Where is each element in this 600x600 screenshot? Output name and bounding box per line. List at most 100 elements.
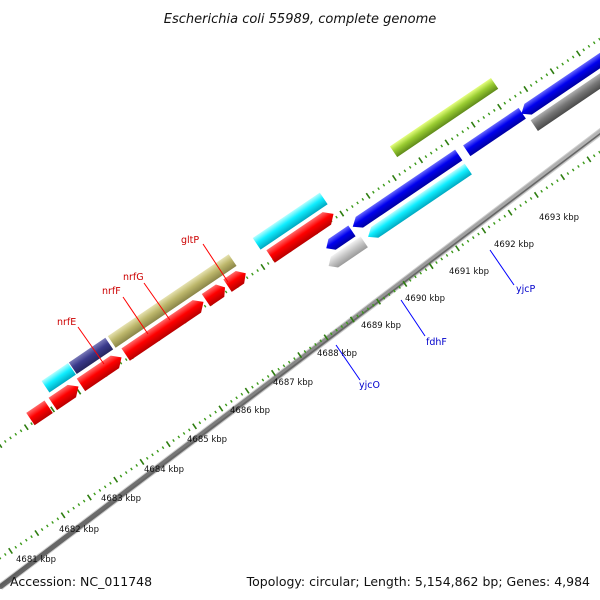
minor-tick [403, 169, 407, 173]
minor-tick [314, 342, 317, 346]
minor-tick [508, 98, 512, 102]
minor-tick [56, 517, 60, 521]
minor-tick [471, 236, 475, 240]
gene-feature-reverse[interactable] [463, 107, 526, 157]
minor-tick [345, 208, 349, 212]
gene-label-nrfG[interactable]: nrfG [123, 272, 144, 283]
minor-tick [266, 261, 270, 265]
minor-tick [524, 200, 528, 204]
gene-arrow-yjcO[interactable] [325, 236, 368, 272]
minor-tick [514, 94, 517, 98]
gene-arrow-forward[interactable] [48, 380, 83, 411]
minor-tick [361, 197, 365, 201]
minor-tick [435, 261, 438, 265]
gene-label-yjcO[interactable]: yjcO [359, 380, 380, 391]
minor-tick [424, 155, 428, 159]
minor-tick [387, 293, 391, 297]
minor-tick [156, 449, 160, 453]
minor-tick [214, 410, 217, 414]
inner-major-ticks [8, 156, 592, 554]
gene-feature-gltP[interactable] [252, 192, 328, 250]
scale-label: 4683 kbp [101, 494, 141, 504]
minor-tick [14, 545, 18, 549]
major-tick [23, 424, 29, 431]
minor-tick [335, 215, 338, 219]
minor-tick [445, 253, 449, 257]
gene-label-connector [143, 282, 171, 321]
major-tick [533, 191, 539, 198]
gene-label-fdhF[interactable]: fdhF [426, 337, 447, 348]
minor-tick [492, 221, 496, 225]
gene-label-connector [335, 344, 361, 381]
major-tick [60, 512, 66, 519]
minor-tick [440, 144, 444, 148]
minor-tick [592, 154, 596, 158]
gene-arrow-fdhF[interactable] [364, 163, 472, 243]
gene-arrow-forward[interactable] [223, 267, 250, 292]
minor-tick [582, 161, 585, 165]
minor-tick [9, 436, 12, 440]
minor-tick [514, 207, 517, 211]
minor-tick [556, 179, 559, 183]
minor-tick [266, 374, 270, 378]
gene-arrow-nrfF[interactable] [121, 296, 207, 361]
major-tick [365, 192, 371, 199]
reverse-strand-features [323, 43, 600, 272]
major-tick [0, 443, 3, 449]
scale-label: 4689 kbp [361, 321, 401, 331]
major-tick [402, 280, 408, 287]
minor-tick [477, 119, 480, 123]
minor-tick [529, 196, 533, 200]
gene-arrow-reverse[interactable] [349, 149, 463, 233]
major-tick [34, 529, 40, 537]
gene-arrow-forward[interactable] [76, 351, 126, 392]
scale-label: 4681 kbp [16, 555, 56, 565]
minor-tick [577, 164, 580, 168]
minor-tick [182, 431, 186, 435]
minor-tick [82, 499, 86, 503]
gene-feature-yjcP[interactable] [530, 57, 600, 131]
gene-arrow-reverse[interactable] [518, 43, 600, 119]
minor-tick [429, 151, 433, 155]
minor-tick [77, 503, 81, 507]
minor-tick [482, 116, 486, 119]
major-tick [260, 263, 266, 271]
minor-tick [440, 257, 444, 261]
minor-tick [198, 421, 202, 425]
gene-label-nrfF[interactable]: nrfF [102, 286, 121, 297]
minor-tick [566, 59, 570, 63]
map-title: Escherichia coli 55989, complete genome [164, 12, 436, 27]
scale-label: 4692 kbp [494, 240, 534, 250]
minor-tick [566, 172, 570, 176]
major-tick [470, 121, 476, 128]
minor-tick [540, 189, 543, 193]
minor-tick [119, 474, 123, 478]
minor-tick [466, 239, 470, 243]
gene-arrow-reverse[interactable] [323, 225, 356, 254]
minor-tick [161, 446, 165, 450]
backbone [0, 127, 600, 590]
minor-tick [103, 485, 107, 489]
gene-feature-nrfE[interactable] [107, 254, 237, 348]
gene-arrow-nrfG[interactable] [201, 281, 229, 307]
major-tick [560, 174, 566, 181]
scale-label: 4688 kbp [317, 349, 357, 359]
gene-feature-forward[interactable] [68, 337, 114, 375]
gene-feature-forward[interactable] [26, 400, 53, 426]
genome-summary-text: Topology: circular; Length: 5,154,862 bp… [246, 574, 590, 589]
minor-tick [519, 91, 522, 95]
minor-tick [109, 481, 112, 485]
minor-tick [382, 183, 386, 187]
gene-label-nrfE[interactable]: nrfE [57, 317, 76, 328]
minor-tick [135, 463, 139, 467]
minor-tick [571, 168, 575, 172]
gene-feature-forward[interactable] [389, 77, 499, 158]
minor-tick [398, 285, 401, 289]
minor-tick [40, 528, 44, 531]
gene-label-gltP[interactable]: gltP [181, 235, 199, 246]
gene-label-yjcP[interactable]: yjcP [516, 284, 535, 295]
major-tick [339, 210, 345, 217]
gene-arrow-forward[interactable] [266, 208, 337, 263]
minor-tick [230, 399, 233, 403]
gene-feature-forward[interactable] [41, 363, 76, 393]
